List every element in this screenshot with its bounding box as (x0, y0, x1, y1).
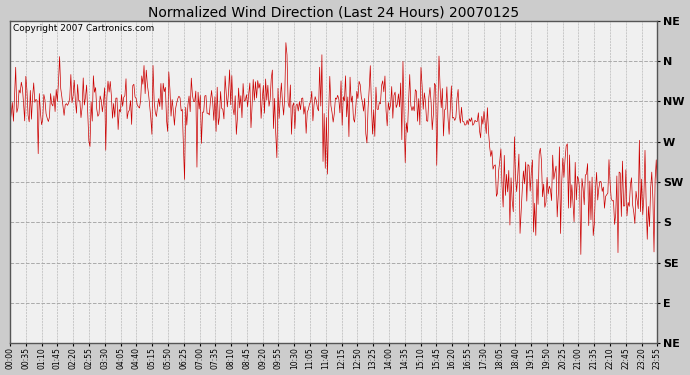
Title: Normalized Wind Direction (Last 24 Hours) 20070125: Normalized Wind Direction (Last 24 Hours… (148, 6, 520, 20)
Text: Copyright 2007 Cartronics.com: Copyright 2007 Cartronics.com (13, 24, 155, 33)
